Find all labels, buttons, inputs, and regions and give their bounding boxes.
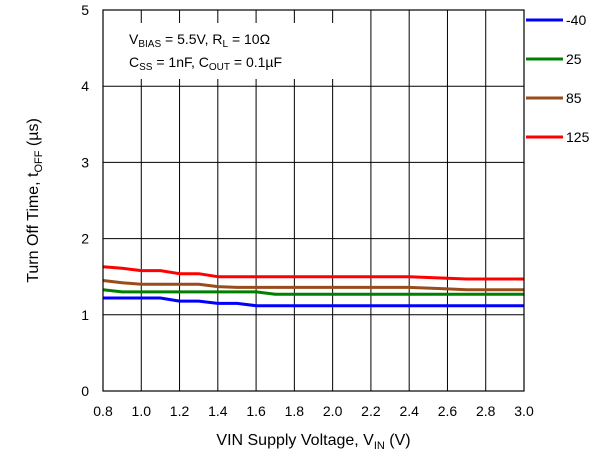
x-tick-label: 2.4 [399,403,419,419]
conditions-line-2: CSS = 1nF, COUT = 0.1µF [129,54,282,73]
x-tick-labels: 0.8 1.0 1.2 1.4 1.6 1.8 2.0 2.2 2.4 2.6 2.8 3.0 [93,403,534,419]
series-line-85 [102,279,524,292]
x-tick-label: 1.8 [285,403,305,419]
series-line-minus40 [103,296,524,308]
x-tick-label: 2.2 [361,403,381,419]
x-tick-label: 1.2 [170,403,190,419]
legend: -40 25 85 125 [526,12,590,145]
y-axis-title: Turn Off Time, tOFF (µs) [25,118,45,283]
conditions-annotation-box [118,23,361,79]
y-tick-label: 1 [81,307,89,323]
y-tick-labels: 0 1 2 3 4 5 [81,2,89,399]
y-tick-label: 0 [81,383,89,399]
x-tick-label: 2.6 [438,403,458,419]
legend-label: -40 [566,12,586,28]
x-tick-label: 3.0 [514,403,534,419]
x-axis-title: VIN Supply Voltage, VIN (V) [216,432,410,452]
x-tick-label: 2.0 [323,403,343,419]
conditions-line-1: VBIAS = 5.5V, RL = 10Ω [129,31,270,50]
plot-frame [102,9,525,392]
y-tick-label: 5 [81,2,89,18]
x-tick-label: 2.8 [476,403,496,419]
legend-label: 125 [566,129,590,145]
x-tick-label: 1.6 [246,403,266,419]
legend-label: 85 [566,90,582,106]
x-tick-label: 1.4 [208,403,228,419]
series-line-125 [102,265,524,281]
y-tick-label: 4 [81,78,89,94]
y-tick-label: 3 [81,154,89,170]
legend-label: 25 [566,51,582,67]
series-lines [102,265,524,308]
x-tick-label: 1.0 [132,403,152,419]
y-tick-label: 2 [81,231,89,247]
series-line-25 [102,288,524,296]
x-tick-label: 0.8 [93,403,113,419]
